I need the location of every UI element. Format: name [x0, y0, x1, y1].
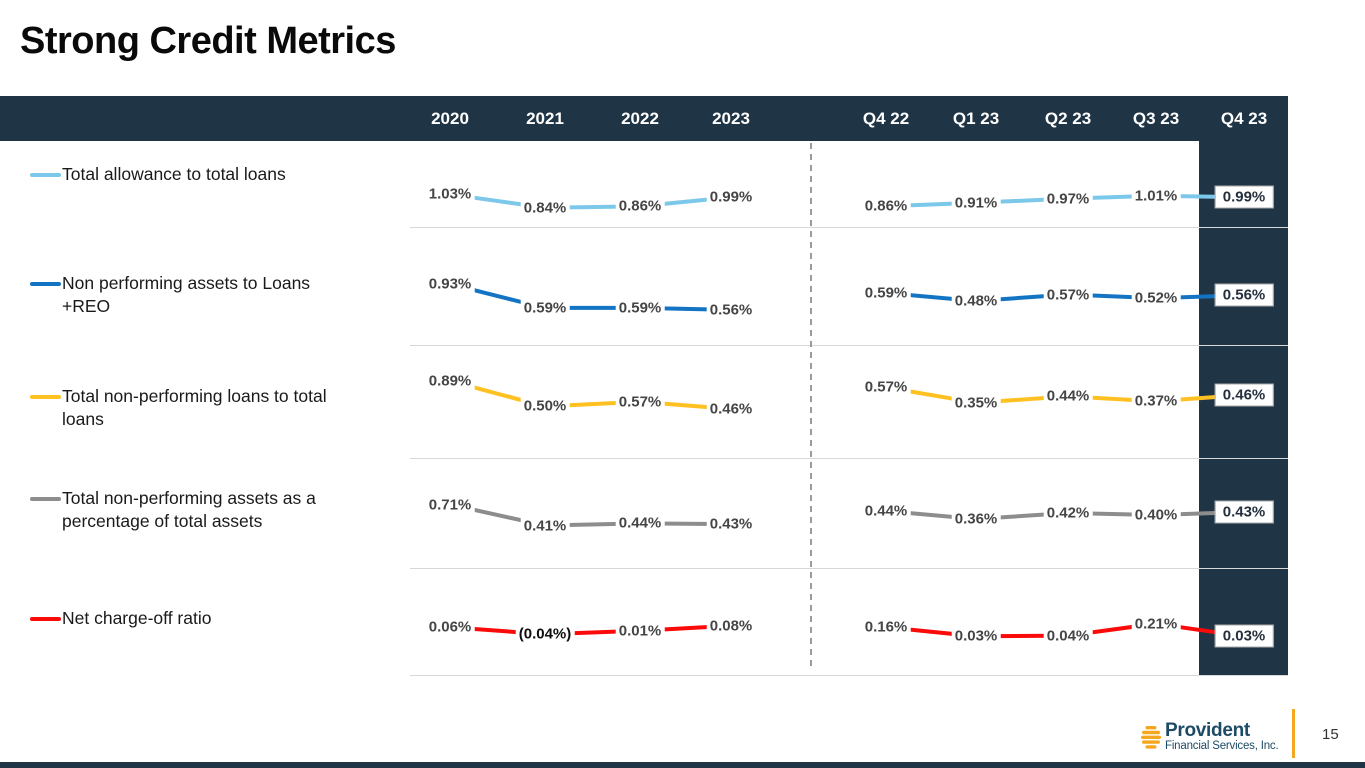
- value-label: 0.99%: [706, 187, 756, 207]
- value-label: 0.57%: [615, 392, 665, 412]
- row-separator: [410, 458, 1288, 459]
- value-label: 0.36%: [951, 509, 1001, 529]
- legend-label: Total allowance to total loans: [62, 164, 286, 184]
- value-label: 0.35%: [951, 393, 1001, 413]
- value-label: 0.03%: [951, 626, 1001, 646]
- value-label: 0.97%: [1043, 189, 1093, 209]
- sparkline: [448, 623, 733, 637]
- value-label: 0.71%: [425, 495, 475, 514]
- value-label: 0.52%: [1131, 288, 1181, 308]
- row-separator: [410, 345, 1288, 346]
- legend-line-marker: [30, 282, 61, 286]
- value-label: 0.04%: [1043, 626, 1093, 646]
- row-separator: [410, 568, 1288, 569]
- value-label: 0.21%: [1131, 614, 1181, 634]
- legend-line-marker: [30, 497, 61, 501]
- value-label: 0.44%: [615, 513, 665, 533]
- legend-item: Total non-performing loans to total loans: [30, 385, 327, 431]
- legend-line-marker: [30, 617, 61, 621]
- legend-item: Total non-performing assets as a percenta…: [30, 487, 316, 533]
- value-label: 0.42%: [1043, 503, 1093, 523]
- legend-label: Net charge-off ratio: [62, 608, 212, 628]
- company-logo: Provident Financial Services, Inc.: [1140, 720, 1279, 752]
- value-label: 0.57%: [861, 377, 911, 397]
- value-label: 0.59%: [520, 298, 570, 318]
- value-label: 0.06%: [425, 617, 475, 637]
- legend-label: Total non-performing loans to total loans: [62, 386, 327, 429]
- value-label: 0.41%: [520, 516, 570, 535]
- logo-text: Provident Financial Services, Inc.: [1165, 720, 1279, 752]
- legend-label: Non performing assets to Loans +REO: [62, 273, 311, 316]
- bottom-accent-bar: [0, 762, 1365, 768]
- legend-line-marker: [30, 395, 61, 399]
- highlight-value-label: 0.43%: [1214, 500, 1274, 524]
- highlight-value-label: 0.46%: [1214, 383, 1274, 407]
- highlight-value-label: 0.03%: [1214, 624, 1274, 648]
- logo-name: Provident: [1165, 720, 1250, 741]
- value-label: 0.08%: [706, 616, 756, 636]
- value-label: 0.57%: [1043, 285, 1093, 304]
- value-label: 0.43%: [706, 514, 756, 534]
- value-label: 0.01%: [615, 621, 665, 641]
- annual-quarterly-divider: [810, 143, 812, 667]
- row-separator: [410, 675, 1288, 676]
- legend-line-marker: [30, 173, 61, 177]
- page-title: Strong Credit Metrics: [20, 20, 396, 62]
- row-separator: [410, 227, 1288, 228]
- value-label: 0.91%: [951, 193, 1001, 213]
- value-label: 0.48%: [951, 291, 1001, 311]
- column-header: Q1 23: [952, 108, 1000, 128]
- value-label: 0.37%: [1131, 391, 1181, 411]
- provident-globe-icon: [1141, 726, 1161, 749]
- highlight-value-label: 0.99%: [1214, 185, 1274, 209]
- sparkline: [448, 192, 733, 210]
- value-label: 0.46%: [706, 399, 756, 419]
- sparkline: [448, 502, 733, 528]
- value-label: 0.44%: [1043, 386, 1093, 406]
- highlight-value-label: 0.56%: [1214, 283, 1274, 307]
- value-label: 0.50%: [520, 396, 570, 416]
- legend-label: Total non-performing assets as a percenta…: [62, 488, 316, 531]
- sparkline: [448, 282, 733, 312]
- value-label: 0.44%: [861, 501, 911, 521]
- table-header-bar: 2020 2021 2022 2023 Q4 22 Q1 23 Q2 23 Q3 23 Q4 2…: [0, 96, 1288, 141]
- value-label: (0.04%): [515, 624, 575, 644]
- footer-divider-line: [1292, 709, 1295, 758]
- legend-item: Net charge-off ratio: [30, 607, 211, 630]
- value-label: 0.84%: [520, 198, 570, 218]
- value-label: 0.40%: [1131, 505, 1181, 525]
- logo-subtitle: Financial Services, Inc.: [1165, 740, 1279, 752]
- column-header: Q2 23: [1044, 108, 1092, 128]
- legend-item: Total allowance to total loans: [30, 163, 286, 186]
- legend-item: Non performing assets to Loans +REO: [30, 272, 310, 318]
- column-header: 2023: [712, 108, 750, 128]
- column-header: 2021: [526, 108, 564, 128]
- column-header: Q4 23: [1220, 108, 1268, 128]
- page-number: 15: [1322, 726, 1339, 743]
- column-header: Q4 22: [862, 108, 910, 128]
- column-header: 2020: [431, 108, 469, 128]
- column-header: 2022: [621, 108, 659, 128]
- sparkline: [448, 379, 733, 411]
- value-label: 1.03%: [425, 184, 475, 204]
- value-label: 0.86%: [615, 196, 665, 216]
- value-label: 0.56%: [706, 300, 756, 320]
- value-label: 0.86%: [861, 196, 911, 216]
- column-header: Q3 23: [1132, 108, 1180, 128]
- value-label: 0.93%: [425, 274, 475, 294]
- value-label: 1.01%: [1131, 186, 1181, 206]
- value-label: 0.59%: [861, 283, 911, 303]
- value-label: 0.59%: [615, 298, 665, 318]
- value-label: 0.89%: [425, 371, 475, 391]
- value-label: 0.16%: [861, 617, 911, 637]
